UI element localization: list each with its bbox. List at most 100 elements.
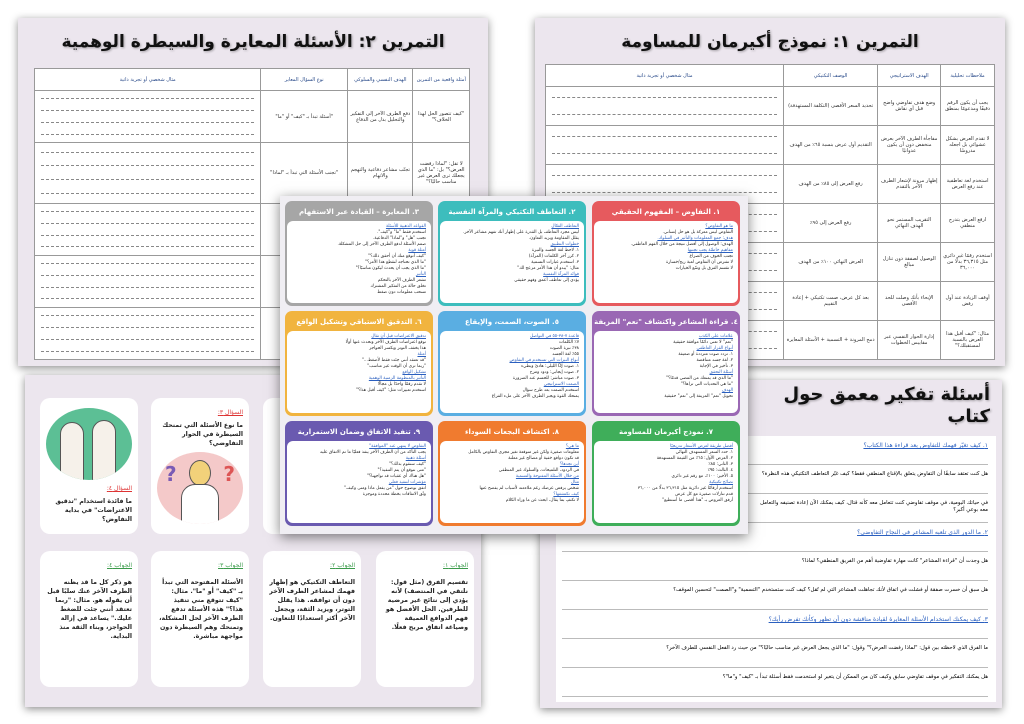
writing-lines[interactable] <box>548 128 781 162</box>
section-heading: التأثير <box>416 272 426 277</box>
personal-example-cell[interactable] <box>33 306 262 361</box>
writing-lines[interactable] <box>37 258 258 305</box>
answer-text: هو ذكر كل ما قد يظنه الطرف الآخر عنك سلب… <box>47 579 132 640</box>
section-heading: قاعدة ٧-٣٨-٥٥ في التواصل <box>530 334 579 339</box>
table-cell: استخدم رقمًا غير دائري مثل ٣٦,٣١٥ بدلًا … <box>940 242 995 282</box>
dashed-line <box>41 350 255 352</box>
section-heading: التعاطف الفعّال <box>551 224 579 229</box>
answer-line[interactable] <box>562 522 988 523</box>
summary-card-body: ما هي؟ معلومات صغيرة ولكن غير متوقعة تغير… <box>440 441 584 523</box>
table-cell: التقريب المستمر نحو الهدف النهائي <box>877 203 942 243</box>
summary-card-1: ١. التفاوض – المفهوم الحقيقي ما هو التفاو… <box>592 201 740 306</box>
column-header: الهدف النفسي والسلوكي <box>347 68 414 91</box>
personal-example-cell[interactable] <box>545 86 784 126</box>
reflection-question: هل سبق أن خسرت صفقة أو فشلت في اتفاق لأن… <box>673 587 988 593</box>
answer-line[interactable] <box>562 696 988 697</box>
table-cell: الوصول لصفقة دون تنازل مبالغ <box>877 242 942 282</box>
dashed-line <box>41 121 255 123</box>
table-cell: استخدم لغة تعاطفية عند رفع العرض <box>940 164 995 204</box>
question-label: السؤال ٤: <box>106 485 132 492</box>
summary-card-title: ٣. المعايرة – القيادة عبر الاستفهام <box>298 208 420 216</box>
table-cell: "أسئلة تبدأ بـ "كيف" أو "ما" <box>260 89 349 144</box>
bullet-item: "كيف أتوقع منك أن أحقق ذلك؟" <box>368 254 426 259</box>
table-cell: "كيف تتصور الحل لهذا الخلاف؟" <box>412 89 470 144</box>
bullet-item: شخص يرفض عرضك رغم ملاءمته لأسباب لم يفصح… <box>479 486 579 491</box>
dashed-line <box>41 246 255 248</box>
reflection-heading: ١. كيف تغيّر فهمك للتفاوض بعد قراءة هذا … <box>863 442 988 449</box>
writing-lines[interactable] <box>548 167 781 201</box>
writing-lines[interactable] <box>548 89 781 123</box>
table-cell: دفع الطرف الآخر إلى التفكير والتحليل بدل… <box>347 89 414 144</box>
bullet-item: توقع اعتراضات الطرف الآخر وتحدث عنها أول… <box>345 340 426 345</box>
table-cell: رفع العرض إلى ٨٥٪ من الهدف <box>782 164 879 204</box>
summary-card-3: ٣. المعايرة – القيادة عبر الاستفهام القوا… <box>285 201 433 306</box>
header-row: أمثلة واقعية من التمرين الهدف النفسي والس… <box>33 68 470 91</box>
section-heading: أين تجدها؟ <box>559 462 579 467</box>
answer-line[interactable] <box>562 493 988 494</box>
section-heading: أمثلة <box>417 352 426 357</box>
answer-text: الأسئلة المفتوحة التي تبدأ بـ "كيف" أو "… <box>159 579 243 640</box>
bullet-item: ٥٥٪ لغة الجسد <box>552 352 579 357</box>
section-heading: خطوات التطبيق <box>550 242 579 247</box>
bullet-item: ٥. الأخير: ١٠٠٪، مع رقم غير دائري <box>671 474 733 479</box>
summary-card-2: ٢. التعاطف التكتيكي والمرآة النفسية التعا… <box>438 201 586 306</box>
answer-line[interactable] <box>562 580 988 581</box>
summary-card-7: ٧. نموذج أكيرمان للمساومة أفضل طريقة لعرض… <box>592 421 740 526</box>
section-heading: مؤشرات لتنفيذ فعلي <box>388 480 426 485</box>
dashed-line <box>41 234 255 236</box>
question-text: ما فائدة استخدام "تدقيق الاعتراضات" في ب… <box>55 498 132 523</box>
table-cell: لا تقدم العرض بشكل عشوائي بل اجعله مدروس… <box>940 125 995 165</box>
section-heading: نصائح تكتيكية <box>709 480 733 485</box>
dashed-line <box>552 175 777 176</box>
table-cell: مثال: "كيف أقبل هذا العرض بالنسبة لمستقب… <box>940 320 995 360</box>
personal-example-cell[interactable] <box>33 202 262 256</box>
section-heading: فوائد المرآة النفسية <box>543 272 579 277</box>
bullet-item: ٣. تأخير في الإجابة <box>699 364 733 369</box>
answer-line[interactable] <box>562 638 988 639</box>
question-card-4: السؤال ٤: ما فائدة استخدام "تدقيق الاعتر… <box>40 398 138 534</box>
answer-line[interactable] <box>562 551 988 552</box>
personal-example-cell[interactable] <box>33 89 262 144</box>
section-heading: كيف تكتشفها؟ <box>553 492 579 497</box>
table-cell: يجب أن يكون الرقم دقيقًا ومدعومًا بمنطق <box>940 86 995 126</box>
writing-lines[interactable] <box>37 310 258 357</box>
section-heading: أنواع النبرات التي تستخدم في التفاوض <box>509 358 580 363</box>
worksheet-exercise-2: التمرين ٢: الأسئلة المعايرة والسيطرة الو… <box>18 18 488 366</box>
answer-line[interactable] <box>562 609 988 610</box>
section-heading: أسئلة التحقق <box>709 370 733 375</box>
summary-card-body: القواعد الذهبية للأسئلة استخدم فقط "ما" و… <box>287 221 431 303</box>
dashed-line <box>552 153 777 154</box>
personal-example-cell[interactable] <box>33 254 262 308</box>
bullet-item: ٢. صوت إيجابي: ودود ومرح <box>529 370 579 375</box>
personal-example-cell[interactable] <box>33 142 262 204</box>
writing-lines[interactable] <box>37 145 258 200</box>
column-header: نوع السؤال المعاير <box>260 68 349 91</box>
section-heading: أفضل طريقة لعرض الأسعار تدريجيًا <box>670 444 733 449</box>
column-header: الهدف الاستراتيجي <box>877 64 942 87</box>
answer-text: تقسيم الفرق (مثل قول: نلتقي في المنتصف) … <box>385 579 468 631</box>
summary-card-title: ٧. نموذج أكيرمان للمساومة <box>618 428 714 436</box>
writing-lines[interactable] <box>37 93 258 140</box>
section-heading: ما هو التفاوض؟ <box>705 224 733 229</box>
summary-card-9: ٩. تنفيذ الاتفاق وضمان الاستمرارية التفاو… <box>285 421 433 526</box>
dashed-line <box>41 298 255 300</box>
writing-lines[interactable] <box>37 206 258 253</box>
dashed-line <box>41 263 255 265</box>
bullet-item: ١. تردد صوت مترددة أو ضعيفة <box>678 352 733 357</box>
reflection-question: هل كنت تعتقد سابقًا أن التفاوض يتعلق بال… <box>761 471 988 477</box>
personal-example-cell[interactable] <box>545 125 784 165</box>
summary-card-body: أفضل طريقة لعرض الأسعار تدريجيًا ١. حدد ا… <box>594 441 738 523</box>
answer-line[interactable] <box>562 464 988 465</box>
question-mark-icon: ? <box>223 462 235 486</box>
confused-woman-illustration: ? ? <box>157 452 243 524</box>
bullet-item: الهدف: الوصول إلى أفضل نتيجة من خلال الف… <box>630 242 733 247</box>
answer-line[interactable] <box>562 667 988 668</box>
bullet-item: ٢. لغة جسد متناقضة <box>696 358 734 363</box>
bullet-item: ٣. صوت مباشر: للحسم عند الضرورة <box>512 376 579 381</box>
section-heading: التأثير بالمنظومة الزمنية الوهمية <box>368 376 426 381</box>
summary-card-title: ١. التفاوض – المفهوم الحقيقي <box>611 208 721 216</box>
bullet-item: "نعم" لا تعني دائمًا موافقة حقيقية <box>673 340 733 345</box>
reflection-heading: ٣. كيف يمكنك استخدام الأسئلة المعايرة لق… <box>768 616 988 623</box>
table-cell: "تجنب الأسئلة التي تبدأ بـ "لماذا" <box>260 142 349 204</box>
book-summary-cards: ١. التفاوض – المفهوم الحقيقي ما هو التفاو… <box>280 196 748 534</box>
